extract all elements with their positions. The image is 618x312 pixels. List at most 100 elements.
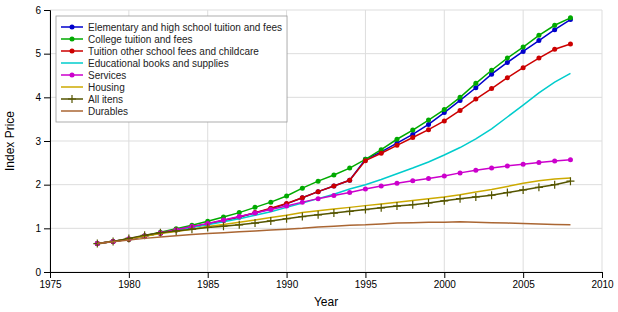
tick-mark [44,10,50,11]
series [97,222,570,244]
point [316,189,321,194]
point [300,200,305,205]
point [300,195,305,200]
x-axis-tick: 1990 [276,272,299,290]
point [425,199,433,207]
tick-label: 5 [35,48,41,59]
legend-label: Services [88,70,126,81]
point [456,195,464,203]
point [458,95,463,100]
line [97,160,570,244]
point [568,42,573,47]
grid [50,10,602,272]
point [473,85,478,90]
tick-label: 3 [35,136,41,147]
point [268,207,273,212]
legend-label: All itens [88,94,123,105]
point [267,217,275,225]
point [316,196,321,201]
point [361,206,369,214]
point [394,137,399,142]
point [331,183,336,188]
tick-label: 1980 [118,279,141,290]
legend-marker [70,73,75,78]
legend-marker [70,37,75,42]
point [521,49,526,54]
point [283,215,291,223]
legend-item: Educational books and supplies [61,58,229,69]
legend-item: All itens [61,94,123,105]
point [188,225,196,233]
line [97,222,570,244]
tick-label: 2010 [591,279,614,290]
point [363,187,368,192]
legend-box [56,16,287,122]
point [440,197,448,205]
point [536,160,541,165]
legend-item: College tuition and fees [61,34,193,45]
legend-item: Elementary and high school tuition and f… [61,22,282,33]
point [172,227,180,235]
point [393,202,401,210]
legend-label: Educational books and supplies [88,58,229,69]
point [426,118,431,123]
point [237,214,242,219]
point [568,15,573,20]
legend-swatch [61,86,83,88]
point [505,56,510,61]
tick-label: 4 [35,92,41,103]
point [489,166,494,171]
legend-label: Tuition other school fees and childcare [88,46,259,57]
point [473,97,478,102]
tick-label: 2005 [513,279,536,290]
point [505,75,510,80]
point [300,186,305,191]
point [505,60,510,65]
point [268,200,273,205]
point [552,23,557,28]
point [410,178,415,183]
legend-marker [70,25,75,30]
legend-label: Durables [88,106,128,117]
point [347,178,352,183]
tick-mark [44,141,50,142]
series [93,177,574,247]
legend-item: Tuition other school fees and childcare [61,46,259,57]
point [347,190,352,195]
legend: Elementary and high school tuition and f… [56,16,287,122]
legend-marker [68,95,76,103]
point [568,157,573,162]
tick-mark [44,185,50,186]
tick-mark [444,272,445,278]
tick-mark [129,272,130,278]
point [331,183,336,188]
point [536,33,541,38]
legend-marker [70,49,75,54]
y-axis-tick: 6 [35,5,50,16]
legend-swatch [61,110,83,112]
tick-label: 1990 [276,279,299,290]
point [379,183,384,188]
point [268,206,273,211]
tick-label: 1985 [197,279,220,290]
x-axis-title: Year [314,295,338,309]
legend-item: Housing [61,82,125,93]
point [473,168,478,173]
tick-mark [44,97,50,98]
legend-label: Elementary and high school tuition and f… [88,22,282,33]
point [458,108,463,113]
tick-label: 0 [35,267,41,278]
point [316,189,321,194]
point [551,181,559,189]
legend-item: Durables [61,106,128,117]
tick-mark [602,272,603,278]
point [552,27,557,32]
point [253,210,258,215]
point [314,211,322,219]
y-axis-tick: 1 [35,223,50,234]
tick-label: 1995 [355,279,378,290]
x-axis-tick: 2005 [513,272,536,290]
tick-mark [208,272,209,278]
point [442,107,447,112]
series [95,157,573,246]
